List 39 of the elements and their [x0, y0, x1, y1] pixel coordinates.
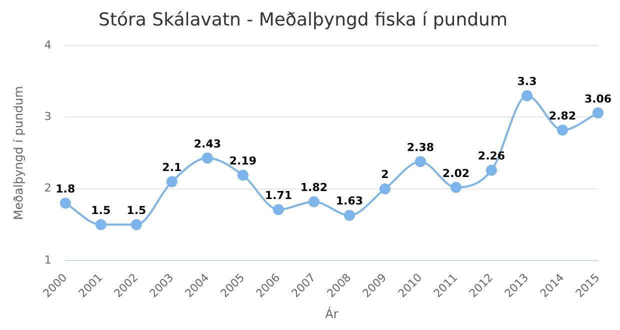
point — [272, 204, 284, 216]
chart-title: Stóra Skálavatn - Meðalþyngd fiska í pundum — [98, 9, 508, 30]
point — [414, 156, 426, 168]
data-label: 3.3 — [517, 75, 537, 88]
y-tick-label: 2 — [44, 182, 52, 195]
point — [379, 183, 390, 194]
point — [344, 210, 355, 221]
data-label: 2 — [381, 168, 389, 182]
point — [308, 196, 320, 208]
data-label: 2.26 — [478, 150, 506, 163]
y-tick-label: 1 — [44, 253, 52, 266]
point — [95, 219, 106, 230]
point — [237, 170, 248, 181]
data-label: 1.82 — [300, 181, 328, 194]
data-label: 2.02 — [442, 166, 470, 180]
data-label: 2.19 — [229, 154, 257, 168]
point — [556, 124, 568, 136]
y-tick-label: 3 — [44, 110, 52, 124]
data-label: 1.5 — [91, 204, 111, 218]
data-label: 2.1 — [162, 161, 182, 174]
data-label: 1.8 — [56, 182, 76, 196]
point — [450, 182, 462, 193]
point — [521, 90, 532, 102]
data-label: 1.71 — [264, 188, 292, 202]
point — [130, 219, 142, 230]
data-label: 1.63 — [336, 194, 364, 208]
point — [592, 107, 604, 118]
data-label: 2.38 — [406, 140, 434, 154]
point — [60, 198, 71, 209]
data-label: 2.43 — [194, 137, 221, 150]
y-tick-label: 4 — [44, 38, 52, 52]
point — [202, 152, 213, 164]
x-axis-title: Ár — [325, 306, 338, 321]
point — [486, 164, 497, 176]
data-label: 3.06 — [584, 92, 612, 106]
data-label: 2.82 — [548, 109, 576, 122]
data-label: 1.5 — [126, 204, 146, 218]
y-axis-title: Meðalþyngd í pundum — [11, 86, 26, 220]
point — [166, 176, 178, 188]
